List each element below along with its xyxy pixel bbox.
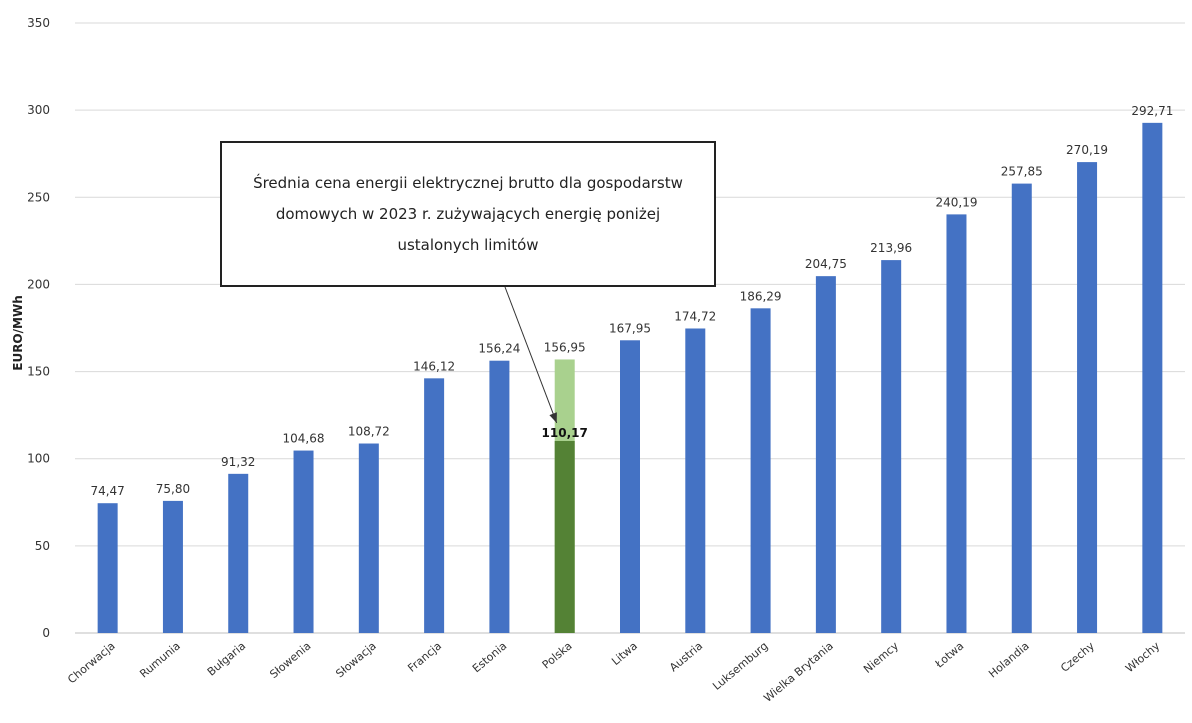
bar-highlight [554, 440, 575, 633]
bar [228, 473, 249, 633]
data-label: 204,75 [805, 257, 847, 271]
category-label: Francja [405, 639, 444, 674]
data-label: 146,12 [413, 359, 455, 373]
annotation-arrowhead [549, 412, 557, 423]
y-tick-label: 300 [27, 103, 50, 117]
y-tick-label: 50 [35, 539, 50, 553]
bar [1011, 183, 1032, 633]
y-axis-label: EURO/MWh [11, 295, 25, 371]
data-label: 270,19 [1066, 143, 1108, 157]
data-label: 257,85 [1001, 165, 1043, 179]
bar [620, 340, 640, 633]
category-label: Estonia [470, 639, 509, 675]
category-label: Litwa [609, 639, 640, 668]
category-label: Czechy [1058, 639, 1097, 675]
y-tick-label: 200 [27, 277, 50, 291]
data-label: 74,47 [90, 484, 124, 498]
bar [489, 360, 510, 633]
data-label: 240,19 [935, 195, 977, 209]
category-label: Polska [540, 639, 575, 671]
bar [881, 260, 902, 633]
category-label: Rumunia [137, 639, 183, 680]
category-label: Holandia [986, 639, 1032, 680]
y-tick-label: 250 [27, 190, 50, 204]
data-label-highlight: 110,17 [542, 426, 588, 440]
bar [162, 500, 183, 633]
category-label: Łotwa [932, 639, 966, 671]
bar [293, 450, 314, 633]
category-label: Włochy [1123, 639, 1163, 675]
y-tick-label: 100 [27, 452, 50, 466]
bar [946, 214, 967, 633]
data-label: 167,95 [609, 321, 651, 335]
data-label: 104,68 [283, 432, 325, 446]
category-label: Luksemburg [710, 639, 770, 693]
annotation-arrow [504, 286, 558, 424]
y-tick-label: 350 [27, 16, 50, 30]
bar [750, 308, 771, 633]
data-label: 292,71 [1131, 104, 1173, 118]
y-tick-label: 150 [27, 365, 50, 379]
bar [1142, 122, 1163, 633]
category-label: Niemcy [861, 639, 901, 676]
category-label: Słowenia [267, 639, 313, 681]
bar [685, 328, 706, 633]
annotation-text: Średnia cena energii elektrycznej brutto… [253, 173, 683, 254]
y-tick-label: 0 [42, 626, 50, 640]
bar [815, 276, 836, 633]
category-label: Chorwacja [65, 639, 117, 686]
category-label: Austria [667, 639, 705, 674]
data-label: 156,24 [478, 342, 520, 356]
data-label: 156,95 [544, 340, 586, 354]
category-label: Wielka Brytania [761, 639, 835, 704]
bar [97, 503, 118, 633]
data-label: 213,96 [870, 241, 912, 255]
data-label: 108,72 [348, 425, 390, 439]
annotation-box: Średnia cena energii elektrycznej brutto… [220, 141, 716, 287]
bar [1077, 162, 1098, 634]
category-label: Bułgaria [205, 639, 248, 678]
data-label: 174,72 [674, 309, 716, 323]
data-label: 186,29 [740, 289, 782, 303]
bar [424, 378, 445, 633]
data-label: 91,32 [221, 455, 255, 469]
data-label: 75,80 [156, 482, 190, 496]
category-label: Słowacja [333, 639, 378, 680]
bar [358, 443, 379, 633]
